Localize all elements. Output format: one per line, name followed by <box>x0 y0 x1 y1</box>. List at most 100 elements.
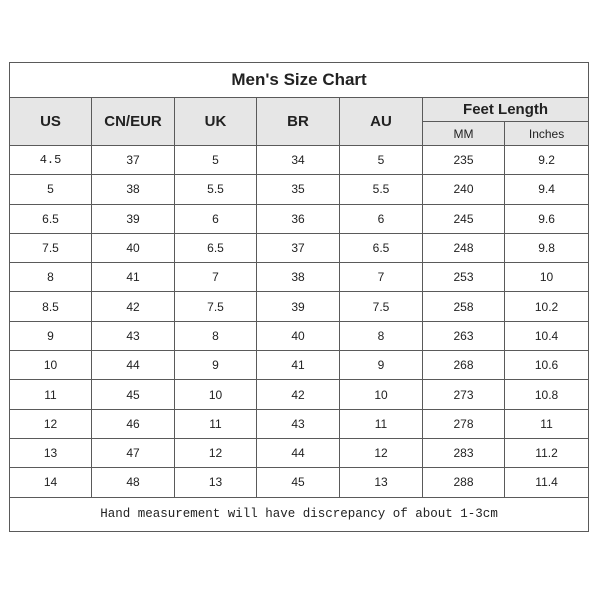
table-cell: 48 <box>91 467 175 498</box>
table-cell: 36 <box>256 203 340 234</box>
table-cell: 9 <box>174 350 257 381</box>
table-cell: 9.8 <box>503 232 590 264</box>
table-cell: 9.4 <box>503 174 590 205</box>
table-cell: 4.5 <box>9 144 92 176</box>
table-cell: 12 <box>339 437 423 469</box>
table-cell: 10.2 <box>503 291 590 322</box>
header-br: BR <box>256 97 340 146</box>
table-cell: 253 <box>422 262 505 293</box>
header-uk: UK <box>174 97 257 146</box>
table-cell: 248 <box>422 232 505 264</box>
table-cell: 46 <box>91 408 175 439</box>
table-cell: 45 <box>91 379 175 410</box>
table-cell: 273 <box>422 379 505 410</box>
table-cell: 44 <box>91 350 175 381</box>
header-us: US <box>9 97 92 146</box>
table-cell: 288 <box>422 467 505 498</box>
table-cell: 13 <box>339 467 423 498</box>
size-chart-table: Men's Size Chart US CN/EUR UK BR AU Feet… <box>8 62 590 532</box>
header-feet-length: Feet Length <box>421 97 590 122</box>
table-cell: 39 <box>256 291 340 322</box>
table-cell: 38 <box>256 262 340 293</box>
table-cell: 9.6 <box>503 203 590 234</box>
header-au: AU <box>339 97 423 146</box>
table-cell: 45 <box>256 467 340 498</box>
table-cell: 37 <box>91 144 175 176</box>
table-row: 14 48 13 45 13 288 11.4 <box>9 467 590 498</box>
table-cell: 283 <box>422 437 505 469</box>
table-cell: 11.4 <box>503 467 590 498</box>
table-cell: 10 <box>503 262 590 293</box>
table-cell: 268 <box>422 350 505 381</box>
table-cell: 42 <box>256 379 340 410</box>
table-cell: 245 <box>422 203 505 234</box>
table-body: 4.5 37 5 34 5 235 9.2 5 38 5.5 35 5.5 240 9.4 6.5 39 6 36… <box>9 144 590 498</box>
table-cell: 10 <box>339 379 423 410</box>
table-cell: 11 <box>339 408 423 439</box>
table-cell: 7.5 <box>174 291 257 322</box>
table-cell: 12 <box>9 408 92 439</box>
table-cell: 9 <box>339 350 423 381</box>
table-cell: 10.8 <box>503 379 590 410</box>
table-cell: 13 <box>174 467 257 498</box>
table-cell: 10.4 <box>503 320 590 352</box>
table-cell: 5 <box>9 174 92 205</box>
table-cell: 258 <box>422 291 505 322</box>
table-cell: 10 <box>9 350 92 381</box>
table-cell: 43 <box>256 408 340 439</box>
table-cell: 6 <box>339 203 423 234</box>
table-row: 8.5 42 7.5 39 7.5 258 10.2 <box>9 291 590 322</box>
header-cn-eur: CN/EUR <box>91 97 175 146</box>
chart-title: Men's Size Chart <box>8 62 590 98</box>
table-cell: 8 <box>339 320 423 352</box>
table-cell: 6 <box>174 203 257 234</box>
table-cell: 263 <box>422 320 505 352</box>
header-inches: Inches <box>503 121 590 146</box>
table-cell: 10.6 <box>503 350 590 381</box>
table-cell: 8 <box>174 320 257 352</box>
table-cell: 9.2 <box>503 144 590 176</box>
table-row: 7.5 40 6.5 37 6.5 248 9.8 <box>9 232 590 264</box>
table-cell: 7 <box>174 262 257 293</box>
table-cell: 12 <box>174 437 257 469</box>
table-cell: 44 <box>256 437 340 469</box>
table-cell: 5.5 <box>339 174 423 205</box>
table-cell: 6.5 <box>339 232 423 264</box>
table-cell: 11 <box>503 408 590 439</box>
footer-note: Hand measurement will have discrepancy o… <box>8 496 590 532</box>
table-cell: 41 <box>256 350 340 381</box>
table-cell: 6.5 <box>174 232 257 264</box>
table-row: 5 38 5.5 35 5.5 240 9.4 <box>9 174 590 205</box>
table-cell: 6.5 <box>9 203 92 234</box>
table-cell: 40 <box>91 232 175 264</box>
table-cell: 38 <box>91 174 175 205</box>
table-cell: 43 <box>91 320 175 352</box>
table-cell: 34 <box>256 144 340 176</box>
table-row: 10 44 9 41 9 268 10.6 <box>9 350 590 381</box>
table-cell: 47 <box>91 437 175 469</box>
table-cell: 8 <box>9 262 92 293</box>
table-cell: 11.2 <box>503 437 590 469</box>
table-row: 8 41 7 38 7 253 10 <box>9 262 590 293</box>
table-cell: 35 <box>256 174 340 205</box>
table-row: 11 45 10 42 10 273 10.8 <box>9 379 590 410</box>
table-cell: 9 <box>9 320 92 352</box>
table-cell: 40 <box>256 320 340 352</box>
table-cell: 39 <box>91 203 175 234</box>
header-mm: MM <box>422 121 505 146</box>
table-cell: 5 <box>339 144 423 176</box>
table-cell: 11 <box>9 379 92 410</box>
table-cell: 11 <box>174 408 257 439</box>
table-row: 13 47 12 44 12 283 11.2 <box>9 437 590 469</box>
table-cell: 41 <box>91 262 175 293</box>
table-row: 4.5 37 5 34 5 235 9.2 <box>9 144 590 176</box>
table-cell: 14 <box>9 467 92 498</box>
table-row: 6.5 39 6 36 6 245 9.6 <box>9 203 590 234</box>
table-cell: 278 <box>422 408 505 439</box>
table-cell: 42 <box>91 291 175 322</box>
table-cell: 7 <box>339 262 423 293</box>
table-cell: 8.5 <box>9 291 92 322</box>
table-cell: 10 <box>174 379 257 410</box>
table-row: 12 46 11 43 11 278 11 <box>9 408 590 439</box>
table-cell: 5 <box>174 144 257 176</box>
